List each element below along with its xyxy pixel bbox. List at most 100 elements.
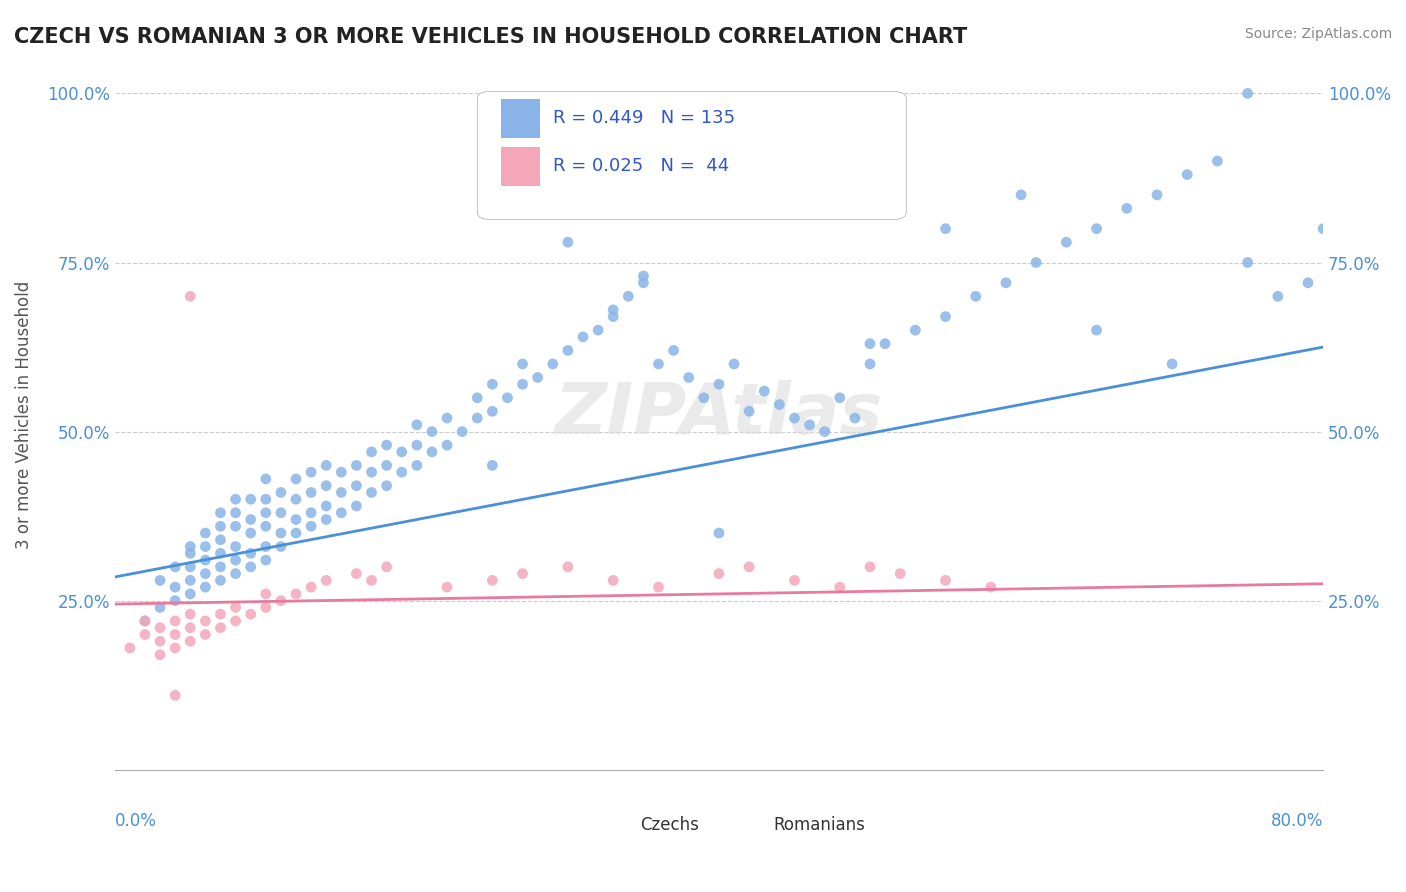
Point	[179, 634, 201, 648]
Point	[375, 438, 398, 452]
Point	[481, 404, 503, 418]
Point	[572, 330, 595, 344]
Point	[165, 627, 187, 641]
Point	[1025, 255, 1047, 269]
Point	[239, 526, 262, 541]
Point	[828, 391, 851, 405]
Text: Romanians: Romanians	[773, 816, 865, 834]
Text: R = 0.449   N = 135: R = 0.449 N = 135	[554, 109, 735, 127]
Point	[602, 302, 624, 317]
Text: R = 0.025   N =  44: R = 0.025 N = 44	[554, 157, 730, 175]
Point	[254, 472, 277, 486]
Point	[194, 553, 217, 567]
Point	[481, 377, 503, 392]
Point	[481, 458, 503, 473]
Point	[662, 343, 685, 358]
Point	[239, 559, 262, 574]
Point	[209, 607, 232, 622]
Point	[194, 627, 217, 641]
Point	[194, 580, 217, 594]
Point	[285, 512, 308, 526]
Bar	[607, 785, 634, 813]
Point	[299, 519, 322, 533]
Point	[360, 465, 382, 479]
Point	[134, 614, 156, 628]
Point	[783, 174, 806, 188]
Point	[828, 580, 851, 594]
Point	[360, 574, 382, 588]
Point	[557, 235, 579, 250]
Point	[1161, 357, 1184, 371]
Point	[904, 323, 927, 337]
Point	[299, 506, 322, 520]
Point	[165, 580, 187, 594]
Point	[254, 506, 277, 520]
Point	[225, 540, 247, 554]
Point	[179, 574, 201, 588]
Point	[526, 370, 548, 384]
Point	[360, 485, 382, 500]
Point	[1085, 221, 1108, 235]
Point	[1206, 154, 1229, 169]
Point	[299, 465, 322, 479]
Point	[405, 417, 427, 432]
Point	[405, 438, 427, 452]
Point	[1054, 235, 1077, 250]
Point	[420, 445, 443, 459]
Point	[844, 411, 866, 425]
Point	[225, 614, 247, 628]
Point	[225, 566, 247, 581]
Point	[254, 600, 277, 615]
Point	[149, 574, 172, 588]
Point	[285, 492, 308, 507]
Point	[285, 472, 308, 486]
Point	[149, 648, 172, 662]
Point	[209, 519, 232, 533]
Point	[179, 540, 201, 554]
Text: Source: ZipAtlas.com: Source: ZipAtlas.com	[1244, 27, 1392, 41]
Point	[254, 540, 277, 554]
Point	[1085, 323, 1108, 337]
Point	[496, 391, 519, 405]
Point	[149, 621, 172, 635]
Point	[165, 614, 187, 628]
Point	[814, 425, 837, 439]
Point	[934, 221, 956, 235]
Point	[980, 580, 1002, 594]
Point	[436, 438, 458, 452]
Point	[270, 485, 292, 500]
Point	[375, 478, 398, 492]
Point	[783, 574, 806, 588]
Point	[1115, 202, 1137, 216]
Text: 0.0%: 0.0%	[115, 813, 156, 830]
Point	[346, 499, 368, 513]
Point	[194, 566, 217, 581]
Point	[451, 425, 474, 439]
Point	[633, 276, 655, 290]
Point	[209, 621, 232, 635]
Point	[754, 384, 776, 398]
Point	[209, 559, 232, 574]
Point	[465, 391, 488, 405]
Point	[391, 445, 413, 459]
Point	[934, 310, 956, 324]
Point	[859, 357, 882, 371]
Text: 80.0%: 80.0%	[1271, 813, 1323, 830]
Point	[405, 458, 427, 473]
Point	[678, 370, 700, 384]
Point	[225, 492, 247, 507]
Point	[209, 574, 232, 588]
Text: Czechs: Czechs	[640, 816, 699, 834]
Point	[315, 478, 337, 492]
Point	[391, 465, 413, 479]
Point	[541, 357, 564, 371]
Point	[723, 357, 745, 371]
Point	[889, 566, 911, 581]
Point	[707, 526, 730, 541]
Bar	[502, 147, 540, 186]
Point	[1010, 187, 1032, 202]
Point	[1236, 255, 1258, 269]
Point	[481, 574, 503, 588]
Point	[965, 289, 987, 303]
Point	[633, 268, 655, 283]
